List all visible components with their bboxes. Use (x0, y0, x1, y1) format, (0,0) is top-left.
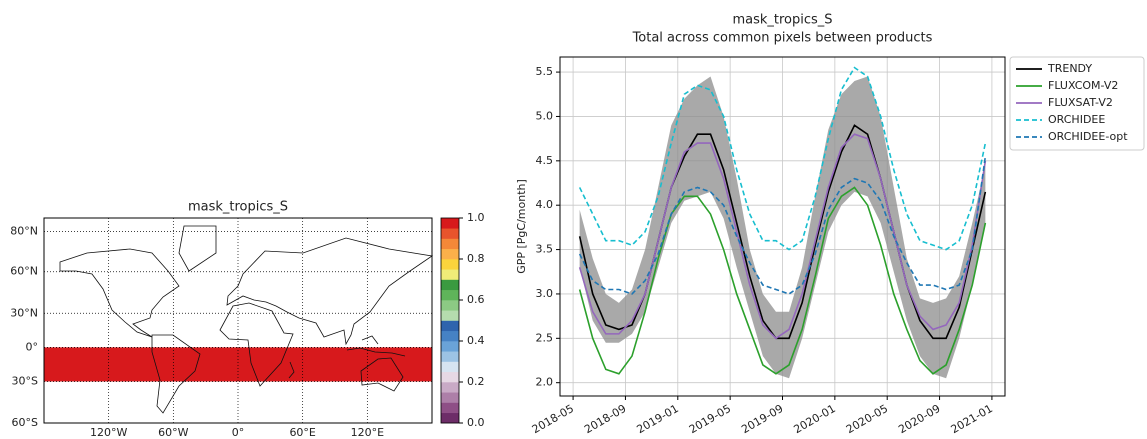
colorbar-segment (441, 412, 459, 424)
colorbar-segment (441, 259, 459, 270)
y-tick-label: 30°S (12, 374, 38, 387)
y-tick-label: 2.0 (536, 376, 554, 389)
y-tick-label: 80°N (10, 225, 38, 238)
legend-label: TRENDY (1047, 62, 1092, 75)
legend-label: ORCHIDEE (1048, 113, 1105, 126)
legend-label: FLUXCOM-V2 (1048, 79, 1118, 92)
map-frame (43, 217, 433, 424)
colorbar-segment (441, 279, 459, 291)
coastlines (59, 225, 434, 414)
colorbar-tick-label: 1.0 (467, 211, 485, 224)
y-tick-label: 3.5 (536, 243, 554, 256)
series-line (578, 186, 987, 375)
colorbar-segment (441, 228, 459, 239)
colorbar-segment (441, 248, 459, 260)
y-tick-label: 60°S (12, 416, 38, 429)
colorbar-segment (441, 361, 459, 373)
y-axis-label: GPP [PgC/month] (515, 179, 528, 274)
range-band (579, 76, 986, 379)
coast-islands (288, 335, 406, 379)
x-tick-label: 120°W (90, 426, 127, 439)
colorbar-segment (441, 320, 459, 332)
y-tick-label: 60°N (10, 265, 38, 278)
colorbar-segment (441, 289, 459, 301)
y-tick-label: 4.0 (536, 198, 554, 211)
coast-greenland (178, 225, 217, 272)
coast-south-america (151, 334, 201, 414)
map-title: mask_tropics_S (188, 200, 288, 215)
plot-frame (559, 56, 1006, 397)
x-tick-label: 0° (232, 426, 245, 439)
colorbar-segment (441, 351, 459, 362)
colorbar-segment (441, 269, 459, 280)
coast-australia (360, 357, 404, 392)
colorbar-segment (441, 392, 459, 403)
chart-title: mask_tropics_S (732, 13, 832, 28)
colorbar-segment (441, 238, 459, 250)
colorbar-segment (441, 218, 459, 229)
y-tick-label: 4.5 (536, 154, 554, 167)
y-tick-label: 5.5 (536, 65, 554, 78)
colorbar-segment (441, 330, 459, 342)
y-tick-label: 0° (26, 340, 39, 353)
coast-africa (219, 302, 294, 387)
series-line (578, 66, 987, 251)
y-tick-label: 2.5 (536, 331, 554, 344)
colorbar-segment (441, 382, 459, 393)
colorbar-tick-label: 0.2 (467, 375, 485, 388)
y-tick-label: 5.0 (536, 109, 554, 122)
coast-north-america (59, 248, 180, 338)
x-tick-label: 120°E (351, 426, 384, 439)
x-tick-label: 60°E (289, 426, 315, 439)
colorbar-segment (441, 310, 459, 321)
colorbar-tick-label: 0.6 (467, 293, 485, 306)
map-layer (44, 347, 432, 382)
colorbar-tick-label: 0.0 (467, 416, 485, 429)
legend-label: ORCHIDEE-opt (1048, 130, 1128, 143)
colorbar-segment (441, 341, 459, 352)
legend-box (1009, 56, 1145, 151)
colorbar-segment (441, 300, 459, 311)
x-tick-label: 60°W (158, 426, 188, 439)
chart-subtitle: Total across common pixels between produ… (632, 31, 933, 46)
colorbar-segment (441, 402, 459, 414)
series-line (578, 156, 987, 295)
mask-region (44, 347, 432, 382)
colorbar-tick-label: 0.4 (467, 334, 485, 347)
colorbar-tick-label: 0.8 (467, 252, 485, 265)
colorbar-segment (441, 371, 459, 383)
legend-label: FLUXSAT-V2 (1048, 96, 1113, 109)
y-tick-label: 30°N (10, 306, 38, 319)
series-line (578, 133, 987, 340)
colorbar-frame (440, 217, 460, 424)
y-tick-label: 3.0 (536, 287, 554, 300)
map-frame-layer: mask_tropics_S 120°W 60°W 0° 60°E 120°E 80°N 60… (10, 200, 484, 439)
coast-eurasia (226, 237, 434, 346)
